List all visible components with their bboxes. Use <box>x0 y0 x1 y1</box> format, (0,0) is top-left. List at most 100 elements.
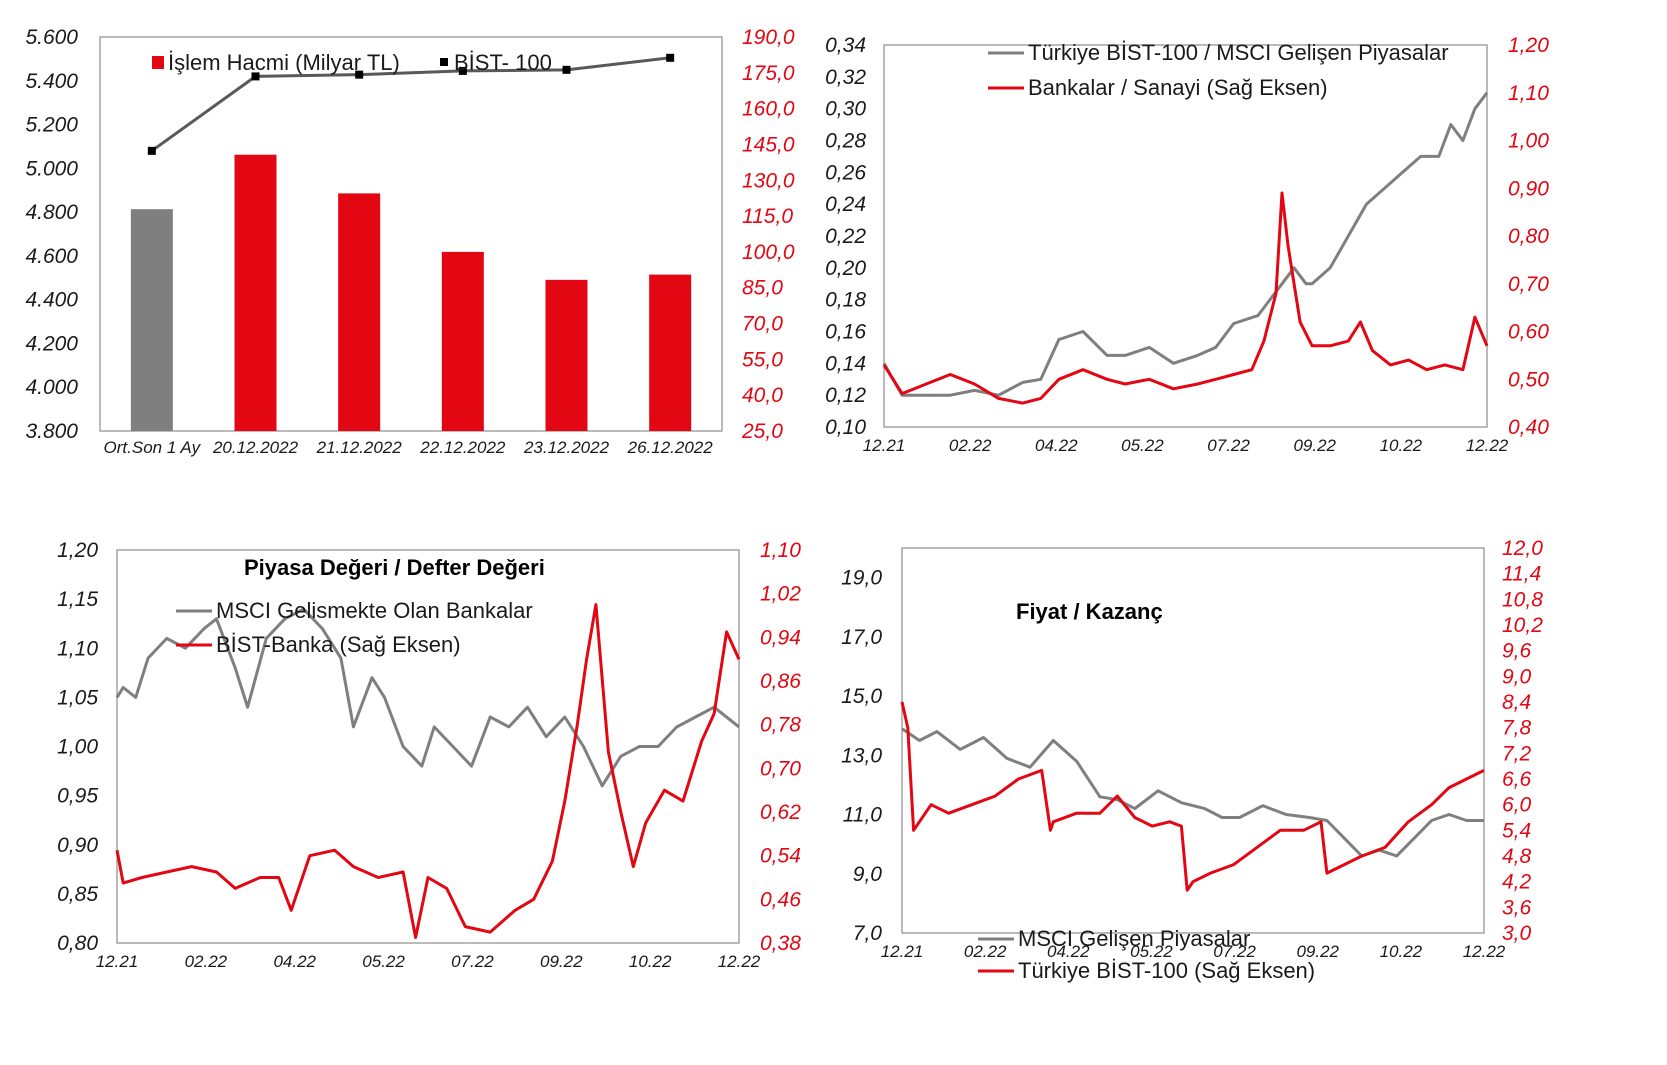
x-tick-label: 04.22 <box>273 952 316 971</box>
legend-label-1: Bankalar / Sanayi (Sağ Eksen) <box>1028 75 1328 100</box>
right-tick-label: 0,46 <box>760 888 801 911</box>
x-tick-label: 20.12.2022 <box>212 438 299 457</box>
plot-frame-3 <box>901 547 1485 934</box>
left-tick-label: 0,30 <box>825 98 866 121</box>
right-tick-label: 0,94 <box>760 626 801 649</box>
x-tick-label: 02.22 <box>185 952 228 971</box>
left-tick-label: 5.600 <box>25 26 78 49</box>
left-tick-label: 7,0 <box>853 922 883 945</box>
left-tick-label: 0,24 <box>825 193 866 216</box>
left-tick-label: 3.800 <box>25 420 78 443</box>
left-tick-label: 0,22 <box>825 225 866 248</box>
legend-label-0: Türkiye BİST-100 / MSCI Gelişen Piyasala… <box>1028 40 1449 65</box>
right-tick-label: 7,2 <box>1502 742 1532 765</box>
legend-label-bist: BİST- 100 <box>454 50 552 75</box>
right-tick-label: 1,00 <box>1508 130 1549 153</box>
series-line-0 <box>882 91 1489 397</box>
left-tick-label: 0,34 <box>825 34 866 57</box>
left-tick-label: 0,16 <box>825 321 866 344</box>
right-tick-label: 5,4 <box>1502 819 1531 842</box>
chart-title: Piyasa Değeri / Defter Değeri <box>244 555 545 580</box>
left-tick-label: 1,15 <box>57 588 98 611</box>
series-line-0 <box>901 727 1484 858</box>
line-point <box>355 70 364 79</box>
right-tick-label: 115,0 <box>742 205 793 228</box>
left-tick-label: 5.000 <box>25 157 78 180</box>
x-tick-label: 10.22 <box>1380 942 1423 961</box>
bar <box>338 193 381 431</box>
x-tick-label: 04.22 <box>1047 942 1090 961</box>
right-tick-label: 7,8 <box>1502 717 1532 740</box>
legend-label-0: MSCI Gelişen Piyasalar <box>1018 926 1250 951</box>
left-tick-label: 0,32 <box>825 66 866 89</box>
left-tick-label: 17,0 <box>841 626 882 649</box>
right-tick-label: 0,80 <box>1508 225 1549 248</box>
line-point <box>147 146 156 155</box>
bar <box>234 154 277 432</box>
right-tick-label: 0,78 <box>760 714 801 737</box>
line-point <box>562 65 571 74</box>
right-tick-label: 0,70 <box>1508 273 1549 296</box>
left-tick-label: 4.400 <box>25 289 78 312</box>
right-tick-label: 25,0 <box>741 420 783 443</box>
left-tick-label: 0,90 <box>57 834 98 857</box>
right-tick-label: 10,2 <box>1502 614 1543 637</box>
x-tick-label: 02.22 <box>964 942 1007 961</box>
x-tick-label: 05.22 <box>1130 942 1173 961</box>
right-tick-label: 70,0 <box>742 313 783 336</box>
x-tick-label: 10.22 <box>1380 436 1423 455</box>
x-tick-label: 09.22 <box>1296 942 1339 961</box>
x-tick-label: 09.22 <box>540 952 583 971</box>
right-tick-label: 8,4 <box>1502 691 1531 714</box>
x-tick-label: 26.12.2022 <box>627 438 714 457</box>
right-tick-label: 0,90 <box>1508 177 1549 200</box>
left-tick-label: 11,0 <box>843 804 883 827</box>
legend-label-0: MSCI Gelismekte Olan Bankalar <box>216 598 533 623</box>
left-tick-label: 0,14 <box>825 352 866 375</box>
plot-frame-0 <box>99 36 723 432</box>
legend-label-1: BİST-Banka (Sağ Eksen) <box>216 632 461 657</box>
right-tick-label: 1,02 <box>760 583 801 606</box>
left-tick-label: 4.600 <box>25 245 78 268</box>
left-tick-label: 4.000 <box>25 376 78 399</box>
right-tick-label: 12,0 <box>1502 537 1543 560</box>
left-tick-label: 0,26 <box>825 161 866 184</box>
x-tick-label: 12.21 <box>881 942 924 961</box>
right-tick-label: 11,4 <box>1502 563 1541 586</box>
left-tick-label: 0,12 <box>825 384 866 407</box>
left-tick-label: 0,20 <box>825 257 866 280</box>
line-point <box>251 72 260 81</box>
x-tick-label: 02.22 <box>949 436 992 455</box>
right-tick-label: 3,6 <box>1502 896 1532 919</box>
right-tick-label: 3,0 <box>1502 922 1532 945</box>
x-tick-label: 12.22 <box>1466 436 1509 455</box>
right-tick-label: 0,54 <box>760 845 801 868</box>
left-tick-label: 9,0 <box>853 863 883 886</box>
right-tick-label: 6,6 <box>1502 768 1532 791</box>
chart-title: Fiyat / Kazanç <box>1016 599 1163 624</box>
left-tick-label: 1,05 <box>57 686 98 709</box>
right-tick-label: 0,62 <box>760 801 801 824</box>
left-tick-label: 0,95 <box>57 785 98 808</box>
right-tick-label: 0,38 <box>760 932 801 955</box>
right-tick-label: 1,10 <box>760 539 801 562</box>
plot-frame-1 <box>883 44 1488 428</box>
right-tick-label: 0,70 <box>760 757 801 780</box>
right-tick-label: 0,50 <box>1508 368 1549 391</box>
right-tick-label: 100,0 <box>742 241 795 264</box>
x-tick-label: 23.12.2022 <box>523 438 610 457</box>
x-tick-label: 07.22 <box>1213 942 1256 961</box>
left-tick-label: 1,20 <box>57 539 98 562</box>
right-tick-label: 0,40 <box>1508 416 1549 439</box>
x-tick-label: 07.22 <box>451 952 494 971</box>
right-tick-label: 1,10 <box>1508 82 1549 105</box>
right-tick-label: 85,0 <box>742 277 783 300</box>
right-tick-label: 190,0 <box>742 26 795 49</box>
series-line-1 <box>900 701 1485 892</box>
legend-swatch-volume <box>152 56 164 69</box>
bar <box>545 279 588 431</box>
left-tick-label: 5.200 <box>25 114 78 137</box>
x-tick-label: 12.22 <box>718 952 761 971</box>
x-tick-label: 04.22 <box>1035 436 1078 455</box>
